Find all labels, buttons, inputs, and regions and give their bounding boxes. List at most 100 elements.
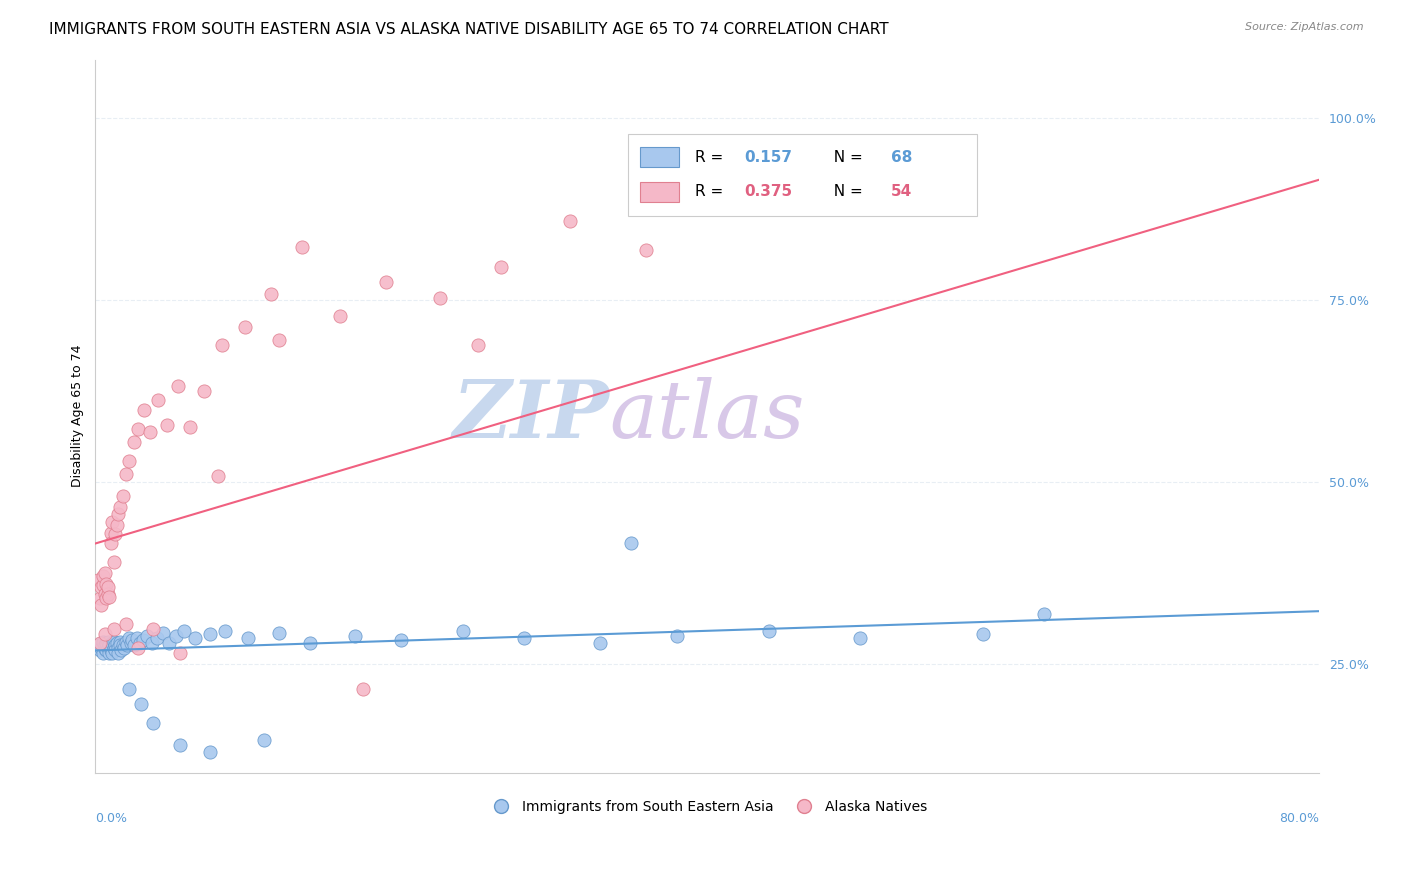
Point xyxy=(115,634,138,648)
Point xyxy=(107,646,129,660)
Point xyxy=(112,640,135,655)
Point xyxy=(352,681,374,696)
Point xyxy=(141,636,163,650)
Point xyxy=(98,646,121,660)
Point xyxy=(146,393,169,408)
Point xyxy=(193,384,215,398)
Point xyxy=(972,627,994,641)
Point xyxy=(103,622,125,636)
Point xyxy=(90,599,112,613)
Text: ZIP: ZIP xyxy=(453,377,609,455)
Point xyxy=(97,580,120,594)
Point xyxy=(267,333,290,347)
Point xyxy=(169,646,191,660)
Text: 80.0%: 80.0% xyxy=(1279,812,1319,825)
FancyBboxPatch shape xyxy=(628,135,977,217)
Point xyxy=(105,636,128,650)
Point xyxy=(214,624,236,638)
Point xyxy=(558,214,581,228)
Point xyxy=(93,639,115,653)
Point xyxy=(93,642,115,657)
Point xyxy=(142,622,165,636)
Point xyxy=(125,631,148,645)
Point xyxy=(104,639,127,653)
Point xyxy=(152,626,174,640)
Point xyxy=(104,527,127,541)
Point xyxy=(93,566,115,580)
Point xyxy=(238,631,260,645)
Point xyxy=(87,639,110,653)
Point xyxy=(167,378,190,392)
Point xyxy=(127,422,149,436)
Point xyxy=(103,555,125,569)
Bar xyxy=(640,147,679,168)
Point xyxy=(169,738,191,752)
Point xyxy=(104,643,127,657)
Point xyxy=(758,624,780,638)
Point xyxy=(513,631,536,645)
Point xyxy=(267,626,290,640)
Point xyxy=(91,578,114,592)
Point xyxy=(128,636,150,650)
Point xyxy=(107,508,129,522)
Point xyxy=(108,634,131,648)
Point xyxy=(173,624,195,638)
Legend: Immigrants from South Eastern Asia, Alaska Natives: Immigrants from South Eastern Asia, Alas… xyxy=(482,794,934,819)
Point xyxy=(97,640,120,655)
Point xyxy=(91,634,114,648)
Point xyxy=(94,591,117,605)
Y-axis label: Disability Age 65 to 74: Disability Age 65 to 74 xyxy=(72,345,84,487)
Text: R =: R = xyxy=(695,184,728,199)
Point xyxy=(103,634,125,648)
Point xyxy=(98,639,121,653)
Point xyxy=(91,569,114,583)
Point xyxy=(94,643,117,657)
Point xyxy=(344,629,367,643)
Point xyxy=(100,536,122,550)
Point xyxy=(97,634,120,648)
Point xyxy=(97,587,120,601)
Point xyxy=(118,454,141,468)
Text: 54: 54 xyxy=(891,184,912,199)
Point xyxy=(620,536,643,550)
Point xyxy=(105,518,128,533)
Point xyxy=(589,636,612,650)
Point xyxy=(489,260,512,274)
Point xyxy=(107,640,129,655)
Point xyxy=(93,627,115,641)
Point xyxy=(91,646,114,660)
Point xyxy=(121,633,143,648)
Text: 68: 68 xyxy=(891,150,912,165)
Point xyxy=(165,629,187,643)
Point xyxy=(127,640,149,655)
Text: N =: N = xyxy=(824,150,868,165)
Point xyxy=(103,640,125,655)
Point xyxy=(94,636,117,650)
Point xyxy=(100,640,122,655)
Point xyxy=(179,420,201,434)
Point xyxy=(118,631,141,645)
Point xyxy=(156,417,179,432)
Point xyxy=(849,631,872,645)
Point xyxy=(198,627,221,641)
Point xyxy=(89,591,111,605)
Point xyxy=(94,576,117,591)
Point xyxy=(101,636,124,650)
Text: Source: ZipAtlas.com: Source: ZipAtlas.com xyxy=(1246,22,1364,32)
Text: 0.157: 0.157 xyxy=(744,150,792,165)
Point xyxy=(122,434,145,449)
Point xyxy=(89,636,111,650)
Point xyxy=(184,631,207,645)
Point xyxy=(253,733,276,747)
Point xyxy=(93,587,115,601)
Point xyxy=(110,643,132,657)
Point xyxy=(207,468,229,483)
Point xyxy=(101,515,124,529)
Point xyxy=(108,639,131,653)
Point xyxy=(120,636,142,650)
Point xyxy=(134,403,156,417)
Text: N =: N = xyxy=(824,184,868,199)
Point xyxy=(111,489,134,503)
Point xyxy=(118,681,141,696)
Point xyxy=(100,525,122,540)
